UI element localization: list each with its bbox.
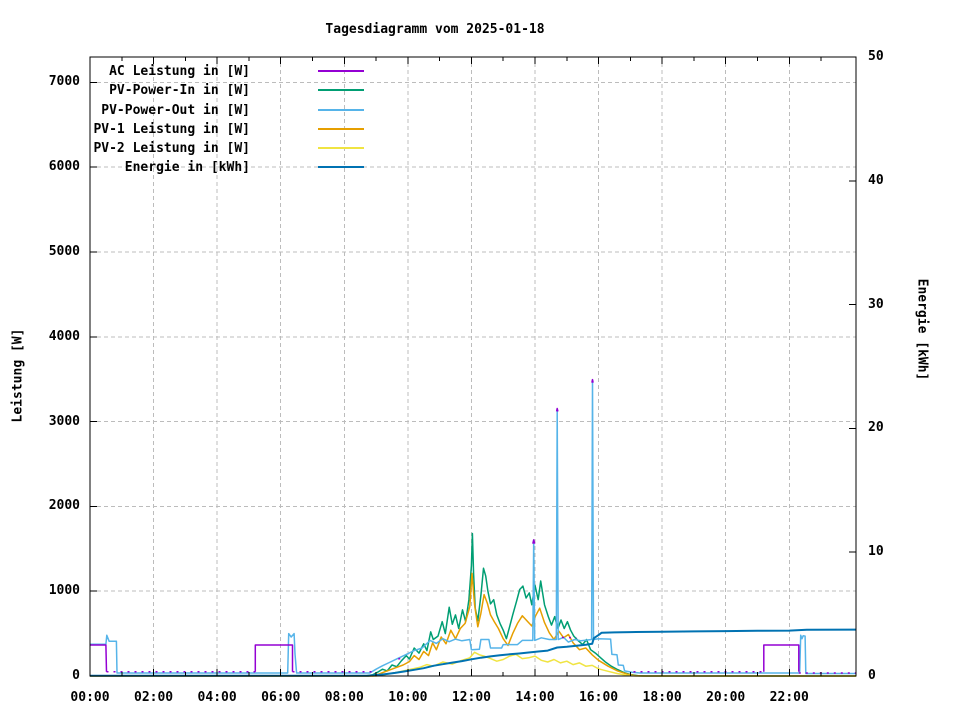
x-tick-label: 14:00	[515, 690, 555, 705]
legend-line-sample-pv-in	[318, 89, 364, 91]
legend-row-energie: Energie in [kWh]	[90, 158, 364, 176]
x-tick-label: 08:00	[324, 690, 364, 705]
series-ac-leistung	[763, 644, 800, 672]
legend-line-sample-ac	[318, 70, 364, 72]
y-right-tick-label: 0	[868, 668, 876, 683]
x-tick-label: 06:00	[261, 690, 301, 705]
y-left-tick-label: 4000	[48, 328, 80, 344]
series-energie	[90, 628, 857, 677]
legend-row-pv-in: PV-Power-In in [W]	[90, 81, 364, 99]
series-pv-1-leistung	[90, 572, 856, 677]
x-tick-label: 02:00	[133, 690, 174, 705]
series-pv-power-in	[90, 532, 856, 677]
x-tick-label: 00:00	[70, 690, 110, 705]
legend-row-pv-out: PV-Power-Out in [W]	[90, 101, 364, 119]
series-ac-leistung	[254, 644, 294, 672]
series-ac-leistung	[398, 657, 402, 660]
legend-label-ac: AC Leistung in [W]	[109, 63, 250, 79]
series-ac-leistung	[555, 407, 559, 412]
series-ac-leistung	[90, 644, 108, 672]
legend-label-pv2: PV-2 Leistung in [W]	[93, 140, 250, 156]
x-tick-label: 18:00	[642, 690, 682, 705]
x-tick-label: 16:00	[578, 690, 619, 705]
x-tick-label: 04:00	[197, 690, 237, 705]
y-left-tick-label: 5000	[48, 244, 80, 260]
y-right-axis-title: Energie [kWh]	[914, 278, 930, 381]
x-tick-label: 10:00	[388, 690, 428, 705]
y-left-tick-label: 6000	[48, 159, 80, 175]
series-pv-2-leistung	[90, 651, 856, 677]
legend-row-pv1: PV-1 Leistung in [W]	[90, 120, 364, 138]
legend-label-pv-out: PV-Power-Out in [W]	[101, 102, 250, 118]
legend-label-pv1: PV-1 Leistung in [W]	[93, 121, 250, 137]
y-right-tick-label: 10	[868, 544, 884, 560]
legend-line-sample-pv1	[318, 128, 364, 130]
legend-row-ac: AC Leistung in [W]	[90, 62, 364, 80]
y-right-tick-label: 40	[868, 172, 884, 188]
legend-label-energie: Energie in [kWh]	[124, 159, 250, 175]
x-tick-label: 22:00	[769, 690, 809, 705]
legend-line-sample-pv-out	[318, 109, 364, 111]
y-left-tick-label: 1000	[48, 583, 80, 599]
series-pv-power-out	[90, 379, 856, 675]
series-ac-leistung	[591, 378, 594, 383]
chart-title: Tagesdiagramm vom 2025-01-18	[325, 22, 545, 37]
x-tick-label: 20:00	[706, 690, 746, 705]
legend-row-pv2: PV-2 Leistung in [W]	[90, 139, 364, 157]
y-left-tick-label: 3000	[48, 413, 80, 429]
y-left-tick-label: 7000	[48, 74, 80, 90]
y-right-tick-label: 20	[868, 420, 884, 436]
y-left-tick-label: 0	[72, 668, 80, 683]
legend-line-sample-pv2	[318, 147, 364, 149]
legend-line-sample-energie	[318, 166, 364, 168]
series-ac-leistung	[532, 539, 536, 544]
x-tick-label: 12:00	[451, 690, 491, 705]
legend-label-pv-in: PV-Power-In in [W]	[109, 82, 250, 98]
y-right-tick-label: 50	[868, 49, 884, 64]
y-left-tick-label: 2000	[48, 498, 80, 514]
y-right-tick-label: 30	[868, 296, 884, 312]
